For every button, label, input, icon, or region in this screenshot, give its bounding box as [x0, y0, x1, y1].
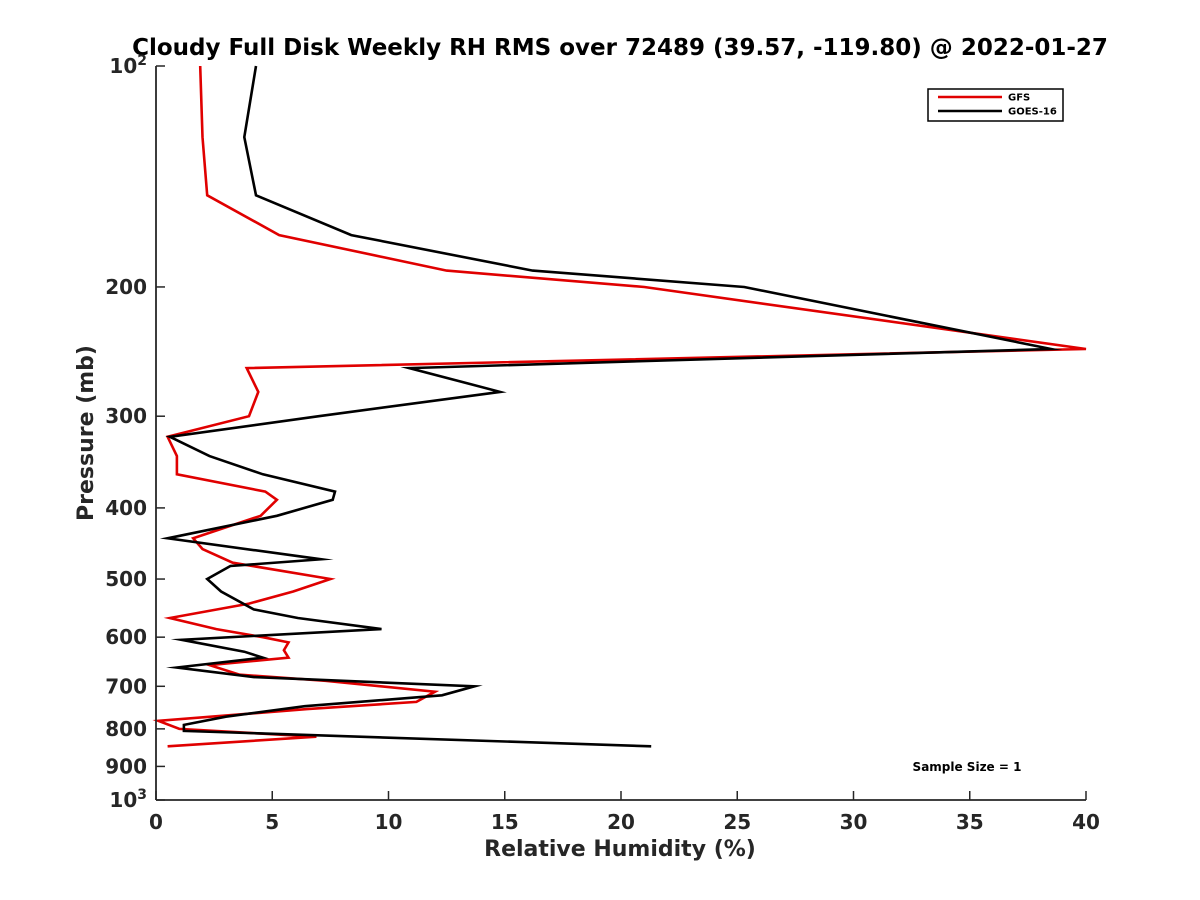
x-tick-label: 10: [375, 810, 403, 834]
y-tick-label: 900: [105, 754, 147, 778]
x-tick-label: 0: [149, 810, 163, 834]
y-tick-label: 700: [105, 674, 147, 698]
legend-label-gfs: GFS: [1008, 93, 1030, 104]
y-tick-label: 500: [105, 567, 147, 591]
y-tick-label: 400: [105, 496, 147, 520]
x-axis-label: Relative Humidity (%): [484, 837, 756, 862]
axes: [155, 66, 1086, 801]
x-tick-label: 15: [491, 810, 519, 834]
x-tick-label: 40: [1072, 810, 1100, 834]
x-tick-label: 20: [607, 810, 635, 834]
y-axis-label: Pressure (mb): [74, 345, 99, 521]
legend-box: [927, 88, 1064, 122]
x-ticks: 0 5 10 15 20 25 30 35 40: [149, 791, 1100, 834]
y-tick-label: 103: [109, 787, 147, 812]
x-tick-label: 5: [265, 810, 279, 834]
x-tick-label: 25: [723, 810, 751, 834]
legend-label-goes16: GOES-16: [1008, 107, 1057, 118]
plot-lines: [152, 65, 1087, 748]
series-line-goes16: [159, 65, 1063, 748]
legend: GFS GOES-16: [927, 88, 1064, 122]
y-tick-label: 800: [105, 717, 147, 741]
series-line-gfs: [152, 65, 1087, 748]
y-ticks: 102 200 300 400 500 600 700 800 900 103: [105, 53, 165, 812]
x-tick-label: 35: [956, 810, 984, 834]
chart-title: Cloudy Full Disk Weekly RH RMS over 7248…: [132, 35, 1108, 61]
y-tick-label: 200: [105, 275, 147, 299]
x-tick-label: 30: [840, 810, 868, 834]
sample-size-note: Sample Size = 1: [913, 760, 1022, 774]
y-tick-label: 300: [105, 404, 147, 428]
y-tick-label: 600: [105, 625, 147, 649]
y-tick-label: 102: [109, 53, 147, 78]
